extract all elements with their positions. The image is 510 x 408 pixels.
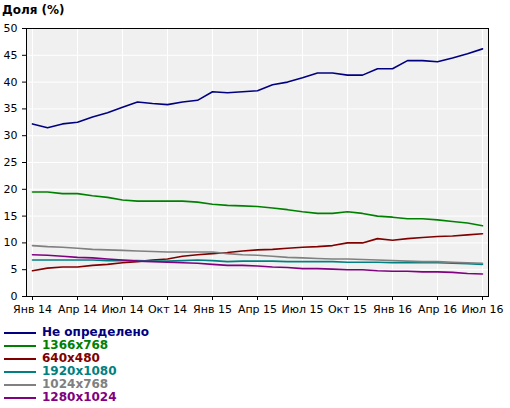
svg-text:Окт 15: Окт 15	[328, 303, 367, 316]
svg-text:0: 0	[11, 290, 18, 303]
svg-text:Янв 14: Янв 14	[13, 303, 52, 316]
html-text:Не определено: Не определено	[42, 325, 149, 339]
svg-text:10: 10	[4, 236, 18, 249]
svg-text:25: 25	[4, 156, 18, 169]
html-text:1024x768: 1024x768	[42, 377, 109, 391]
svg-text:20: 20	[4, 183, 18, 196]
svg-text:Янв 15: Янв 15	[193, 303, 232, 316]
svg-text:15: 15	[4, 210, 18, 223]
svg-text:50: 50	[4, 22, 18, 35]
svg-text:5: 5	[11, 263, 18, 276]
svg-text:Окт 14: Окт 14	[148, 303, 187, 316]
svg-text:Янв 16: Янв 16	[373, 303, 412, 316]
svg-text:40: 40	[4, 76, 18, 89]
html-text:640x480: 640x480	[42, 351, 100, 365]
svg-text:30: 30	[4, 129, 18, 142]
svg-text:45: 45	[4, 49, 18, 62]
svg-text:Июл 15: Июл 15	[281, 303, 323, 316]
svg-text:Апр 16: Апр 16	[418, 303, 457, 316]
svg-text:35: 35	[4, 102, 18, 115]
svg-text:Апр 15: Апр 15	[238, 303, 277, 316]
svg-text:Июл 16: Июл 16	[461, 303, 503, 316]
html-text:1280x1024: 1280x1024	[42, 390, 117, 404]
html-text:Доля (%): Доля (%)	[2, 3, 65, 17]
html-text:1366x768: 1366x768	[42, 338, 109, 352]
svg-text:Июл 14: Июл 14	[101, 303, 143, 316]
svg-text:Апр 14: Апр 14	[58, 303, 97, 316]
html-text:1920x1080: 1920x1080	[42, 364, 117, 378]
